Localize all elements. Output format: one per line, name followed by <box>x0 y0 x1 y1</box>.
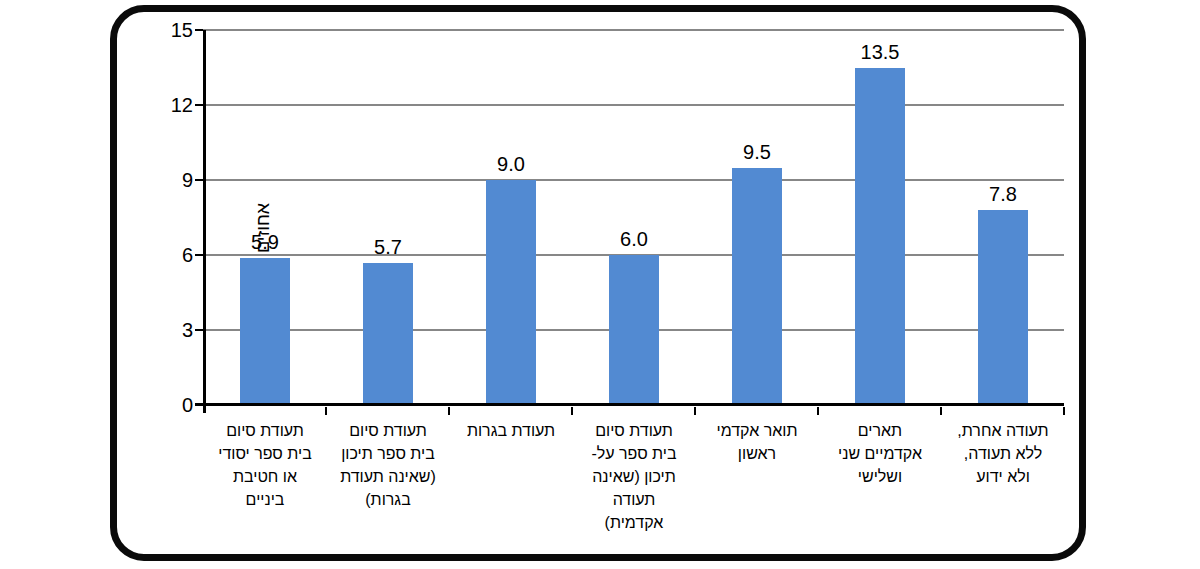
bar <box>609 255 659 405</box>
gridline <box>203 179 1064 181</box>
x-axis-category-label: תעודת סיום בית ספר על- תיכון (שאינה תעוד… <box>578 419 690 534</box>
y-axis-tick-mark <box>195 329 203 331</box>
bar <box>732 168 782 406</box>
x-axis-tick-mark <box>694 407 696 415</box>
x-axis-category-label: תעודת בגרות <box>455 419 567 442</box>
bar-value-label: 9.5 <box>712 141 802 163</box>
bar <box>486 180 536 405</box>
y-axis-line <box>203 30 206 413</box>
bar-value-label: 5.9 <box>220 231 310 253</box>
y-axis-tick-label: 12 <box>141 93 193 117</box>
bar-value-label: 13.5 <box>835 41 925 63</box>
y-axis-tick-label: 6 <box>141 243 193 267</box>
bar-value-label: 7.8 <box>958 183 1048 205</box>
y-axis-tick-label: 3 <box>141 318 193 342</box>
y-axis-tick-label: 9 <box>141 168 193 192</box>
x-axis-category-label: תעודה אחרת, ללא תעודה, ולא ידוע <box>947 419 1059 488</box>
x-axis-category-label: תואר אקדמי ראשון <box>701 419 813 465</box>
y-axis-tick-label: 0 <box>141 393 193 417</box>
x-axis-tick-mark <box>325 407 327 415</box>
x-axis-category-label: תעודת סיום בית ספר יסודי או חטיבת ביניים <box>209 419 321 511</box>
x-axis-tick-mark <box>940 407 942 415</box>
bar <box>978 210 1028 405</box>
x-axis-tick-mark <box>448 407 450 415</box>
y-axis-tick-mark <box>195 179 203 181</box>
x-axis-category-label: תעודת סיום בית ספר תיכון (שאינה תעודת בג… <box>332 419 444 511</box>
x-axis-tick-mark <box>1063 407 1065 415</box>
x-axis-category-label: תארים אקדמיים שני ושלישי <box>824 419 936 488</box>
bar-value-label: 5.7 <box>343 236 433 258</box>
x-axis-tick-mark <box>817 407 819 415</box>
bar <box>363 263 413 406</box>
bar <box>240 258 290 406</box>
y-axis-tick-mark <box>195 254 203 256</box>
bar-value-label: 6.0 <box>589 228 679 250</box>
gridline <box>203 104 1064 106</box>
y-axis-tick-label: 15 <box>141 18 193 42</box>
bar <box>855 68 905 406</box>
y-axis-tick-mark <box>195 104 203 106</box>
page-background: אחוזים 036912155.9תעודת סיום בית ספר יסו… <box>0 0 1200 569</box>
x-axis-line <box>195 403 1064 406</box>
x-axis-tick-mark <box>571 407 573 415</box>
y-axis-tick-mark <box>195 29 203 31</box>
gridline <box>203 29 1064 31</box>
chart-frame: אחוזים 036912155.9תעודת סיום בית ספר יסו… <box>110 5 1086 561</box>
bar-value-label: 9.0 <box>466 153 556 175</box>
